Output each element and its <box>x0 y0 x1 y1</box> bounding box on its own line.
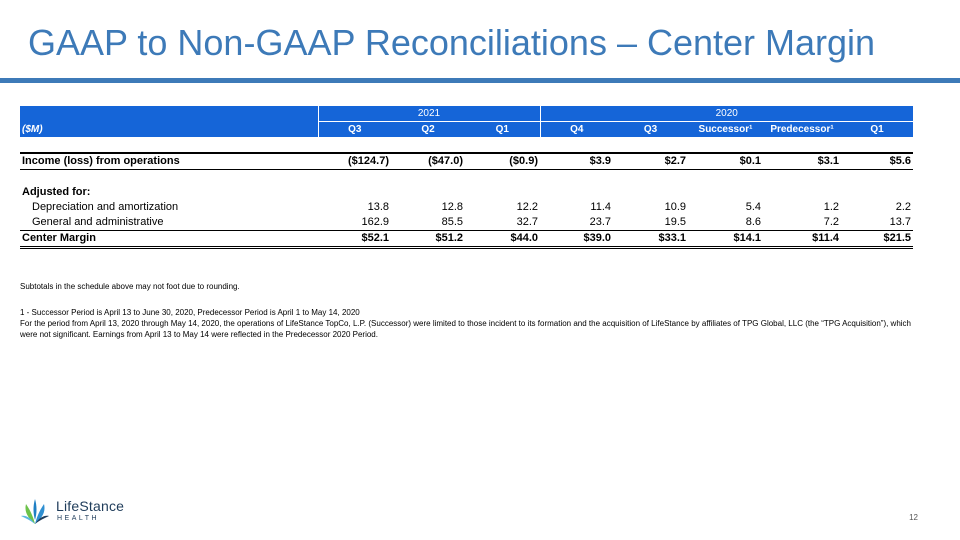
period-header: Predecessor¹ <box>763 121 841 137</box>
cell-value: 12.8 <box>441 201 463 213</box>
cell-value: 11.4 <box>590 201 611 213</box>
footnote-1: 1 - Successor Period is April 13 to June… <box>20 308 360 317</box>
year-2020: 2020 <box>539 106 914 122</box>
cell-value: $52.1 <box>318 230 391 249</box>
cell-value: 12.2 <box>516 201 538 213</box>
cell-value: ($47.0) <box>391 152 465 170</box>
cell-value: 5.4 <box>745 201 761 213</box>
cell-value: ($124.7) <box>318 152 391 170</box>
unit-label: ($M) <box>20 121 318 137</box>
cell-value: $21.5 <box>841 230 914 249</box>
cell-value: 1.2 <box>823 201 839 213</box>
year-2021: 2021 <box>317 106 540 122</box>
rounding-note: Subtotals in the schedule above may not … <box>20 282 240 291</box>
cell-value: $5.6 <box>841 152 914 170</box>
cell-value: 32.7 <box>465 215 540 231</box>
period-header: Q1 <box>841 121 914 137</box>
period-header-row: ($M) Q3 Q2 Q1 Q4 Q3 Successor¹ Predecess… <box>20 121 914 137</box>
table-row-income: Income (loss) from operations ($124.7) (… <box>20 152 914 170</box>
period-header: Q3 <box>317 121 391 137</box>
row-label: Depreciation and amortization <box>32 201 179 213</box>
header-blank <box>20 106 318 122</box>
cell-value: 13.7 <box>841 215 914 231</box>
cell-value: $2.7 <box>613 152 688 170</box>
cell-value: $14.1 <box>688 230 763 249</box>
cell-value: 10.9 <box>664 201 686 213</box>
cell-value: 162.9 <box>318 215 391 231</box>
page-title: GAAP to Non-GAAP Reconciliations – Cente… <box>28 22 876 63</box>
cell-value: $3.1 <box>763 152 841 170</box>
cell-value: $51.2 <box>391 230 465 249</box>
cell-value: $11.4 <box>763 230 841 249</box>
logo-wordmark: LifeStance <box>56 498 125 514</box>
period-header: Q1 <box>465 121 540 137</box>
cell-value: $39.0 <box>540 230 613 249</box>
cell-value: 13.8 <box>367 201 389 213</box>
period-header: Successor¹ <box>688 121 763 137</box>
table-row-center-margin: Center Margin $52.1 $51.2 $44.0 $39.0 $3… <box>20 230 914 249</box>
cell-value: 8.6 <box>688 215 763 231</box>
row-label: Adjusted for: <box>22 186 91 198</box>
cell-value: 19.5 <box>613 215 688 231</box>
year-header-row: 2021 2020 <box>20 106 914 122</box>
table-row-general-administrative: General and administrative 162.9 85.5 32… <box>20 215 914 231</box>
cell-value: ($0.9) <box>465 152 540 170</box>
cell-value: $33.1 <box>613 230 688 249</box>
cell-value: 85.5 <box>391 215 465 231</box>
table-row-adjusted-for: Adjusted for: <box>20 185 913 200</box>
cell-value: $44.0 <box>465 230 540 249</box>
cell-value: 7.2 <box>763 215 841 231</box>
page-number: 12 <box>909 513 918 522</box>
table-row-depreciation: Depreciation and amortization 13.8 12.8 … <box>20 200 913 215</box>
period-header: Q2 <box>391 121 465 137</box>
row-label: Income (loss) from operations <box>20 152 318 170</box>
row-label: Center Margin <box>20 230 318 249</box>
cell-value: $3.9 <box>540 152 613 170</box>
period-header: Q4 <box>539 121 613 137</box>
lifestance-leaf-icon <box>21 499 49 524</box>
lifestance-logo: LifeStance HEALTH <box>20 496 130 526</box>
row-label: General and administrative <box>20 215 318 231</box>
period-header: Q3 <box>613 121 688 137</box>
reconciliation-table: 2021 2020 ($M) Q3 Q2 Q1 Q4 Q3 Successor¹… <box>20 106 914 249</box>
footnotes: Subtotals in the schedule above may not … <box>20 281 920 340</box>
title-divider <box>0 78 960 83</box>
cell-value: 2.2 <box>895 201 912 213</box>
footnote-2: For the period from April 13, 2020 throu… <box>20 319 911 339</box>
cell-value: 23.7 <box>540 215 613 231</box>
logo-subtitle: HEALTH <box>57 515 100 522</box>
cell-value: $0.1 <box>688 152 763 170</box>
